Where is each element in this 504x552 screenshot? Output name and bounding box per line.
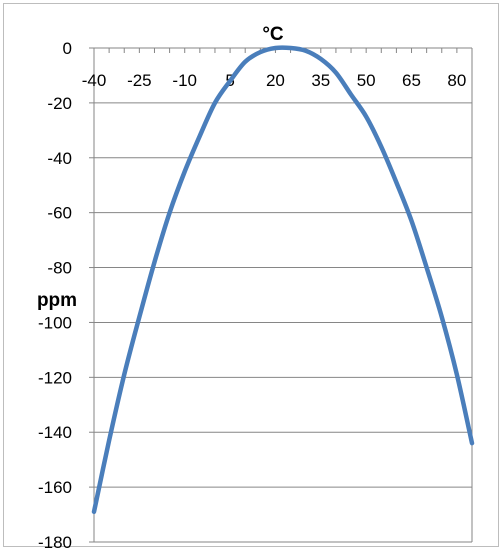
x-tick-label: -25	[127, 71, 152, 90]
x-tick-label: -10	[172, 71, 197, 90]
x-axis-title: °C	[262, 24, 284, 45]
y-tick-label: -180	[38, 533, 72, 552]
x-tick-label: -40	[82, 71, 107, 90]
y-tick-label: -140	[38, 423, 72, 442]
y-tick-label: -160	[38, 478, 72, 497]
x-tick-label: 20	[266, 71, 285, 90]
x-tick-label: 80	[447, 71, 466, 90]
y-tick-label: -100	[38, 313, 72, 332]
series-line-0	[91, 45, 475, 515]
y-tick-labels: 0 -20 -40 -60 -80 -100 -120 -140 -160 -180	[38, 39, 72, 552]
y-tick-label: -80	[47, 259, 72, 278]
series	[91, 45, 475, 515]
y-tick-label: -60	[47, 204, 72, 223]
gridlines	[94, 102, 472, 543]
x-tick-label: 35	[311, 71, 330, 90]
y-tick-label: -20	[47, 94, 72, 113]
x-tick-label: 65	[402, 71, 421, 90]
y-axis-title: ppm	[37, 290, 77, 311]
x-tick-labels: -40 -25 -10 5 20 35 50 65 80	[82, 71, 467, 90]
y-tick-label: -40	[47, 149, 72, 168]
chart-frame	[3, 3, 499, 547]
y-tick-label: 0	[63, 39, 72, 58]
y-tick-label: -120	[38, 368, 72, 387]
x-tick-label: 50	[357, 71, 376, 90]
